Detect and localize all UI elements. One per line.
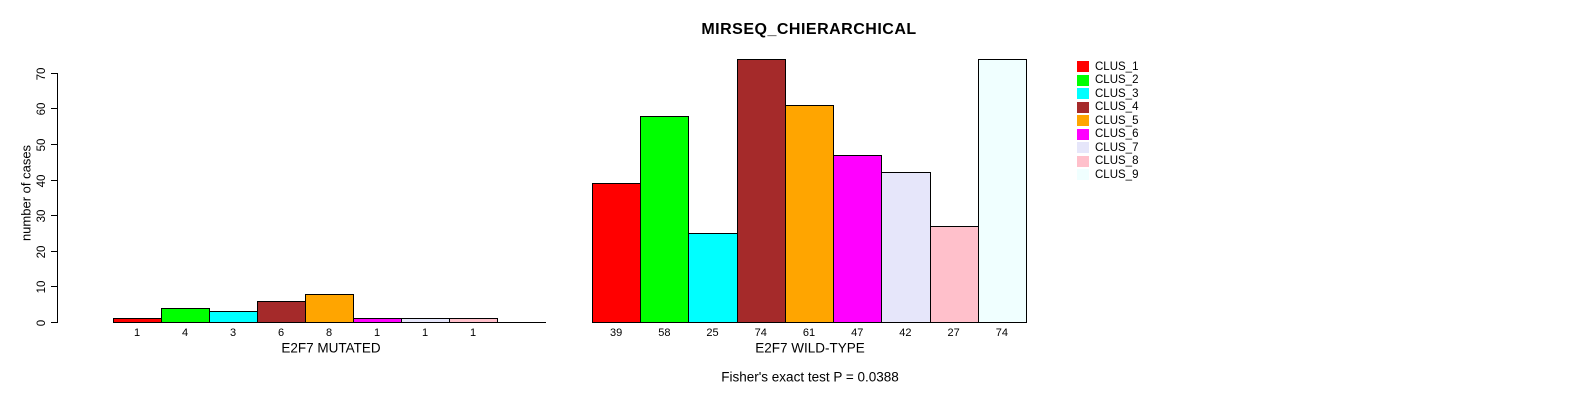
legend: CLUS_1 CLUS_2 CLUS_3 CLUS_4 CLUS_5 CLUS_6 CLUS… (1077, 60, 1138, 182)
bar-count-label: 1 (421, 327, 429, 339)
bar-clus_1 (113, 318, 162, 323)
y-tick-mark (51, 108, 57, 109)
y-tick-mark (51, 180, 57, 181)
bar-clus_5 (785, 105, 834, 323)
bar-count-label: 27 (947, 327, 960, 339)
legend-row-clus_8: CLUS_8 (1077, 155, 1138, 169)
bar-count-label: 42 (899, 327, 912, 339)
bar-clus_9 (978, 59, 1027, 323)
legend-row-clus_3: CLUS_3 (1077, 87, 1138, 101)
legend-swatch-icon (1077, 155, 1089, 167)
x-axis-label-wild-type: E2F7 WILD-TYPE (755, 340, 865, 356)
legend-swatch-icon (1077, 101, 1089, 113)
legend-row-clus_6: CLUS_6 (1077, 128, 1138, 142)
bar-count-label: 1 (133, 327, 141, 339)
y-tick-mark (51, 215, 57, 216)
bar-clus_7 (881, 172, 931, 323)
legend-label: CLUS_5 (1095, 114, 1139, 127)
legend-label: CLUS_4 (1095, 101, 1139, 114)
legend-swatch-icon (1077, 128, 1089, 140)
legend-label: CLUS_7 (1095, 141, 1139, 154)
legend-swatch-icon (1077, 115, 1089, 127)
y-tick-label: 40 (36, 174, 48, 187)
legend-swatch-icon (1077, 169, 1089, 181)
bar-count-label: 39 (609, 327, 623, 339)
y-tick-mark (51, 144, 57, 145)
legend-label: CLUS_3 (1095, 87, 1139, 100)
bar-clus_3 (688, 233, 738, 323)
bar-count-label: 74 (754, 327, 767, 339)
bar-clus_6 (833, 155, 882, 323)
legend-row-clus_4: CLUS_4 (1077, 101, 1138, 115)
fisher-test-annotation: Fisher's exact test P = 0.0388 (721, 369, 899, 385)
legend-label: CLUS_8 (1095, 155, 1139, 168)
legend-label: CLUS_9 (1095, 168, 1139, 181)
bar-clus_8 (930, 226, 979, 323)
bar-clus_2 (640, 116, 689, 323)
bar-clus_4 (737, 59, 786, 323)
bar-count-label: 1 (469, 327, 477, 339)
y-tick-label: 0 (36, 319, 48, 326)
bar-count-label: 25 (706, 327, 719, 339)
y-tick-label: 60 (36, 102, 48, 115)
y-tick-label: 30 (36, 209, 48, 222)
bar-count-label: 61 (802, 327, 816, 339)
bar-count-label: 8 (325, 327, 333, 339)
bar-clus_8 (449, 318, 498, 323)
legend-row-clus_2: CLUS_2 (1077, 74, 1138, 88)
y-tick-label: 10 (36, 280, 48, 293)
legend-swatch-icon (1077, 142, 1089, 154)
legend-label: CLUS_6 (1095, 128, 1139, 141)
bar-count-label: 6 (277, 327, 285, 339)
y-tick-mark (51, 73, 57, 74)
bar-clus_7 (401, 318, 450, 323)
bar-clus_6 (353, 318, 402, 323)
bar-clus_3 (209, 311, 258, 323)
y-tick-label: 50 (36, 138, 48, 151)
legend-row-clus_5: CLUS_5 (1077, 114, 1138, 128)
y-axis-line (57, 73, 58, 323)
bar-clus_2 (161, 308, 210, 323)
bar-count-label: 47 (851, 327, 864, 339)
legend-swatch-icon (1077, 61, 1089, 73)
bar-count-label: 1 (373, 327, 381, 339)
legend-label: CLUS_2 (1095, 74, 1139, 87)
legend-row-clus_9: CLUS_9 (1077, 168, 1138, 182)
bar-clus_1 (592, 183, 641, 323)
bar-count-label: 3 (229, 327, 237, 339)
chart-title: MIRSEQ_CHIERARCHICAL (701, 21, 917, 38)
legend-row-clus_1: CLUS_1 (1077, 60, 1138, 74)
bar-count-label: 4 (181, 327, 189, 339)
x-axis-label-mutated: E2F7 MUTATED (281, 340, 381, 356)
y-tick-mark (51, 286, 57, 287)
y-tick-mark (51, 251, 57, 252)
bar-count-label: 74 (995, 327, 1008, 339)
legend-swatch-icon (1077, 74, 1089, 86)
legend-row-clus_7: CLUS_7 (1077, 141, 1138, 155)
bar-clus_5 (305, 294, 354, 323)
y-tick-mark (51, 322, 57, 323)
y-axis-label: number of cases (18, 144, 34, 242)
y-tick-label: 20 (36, 245, 48, 258)
bar-clus_4 (257, 301, 306, 323)
bar-count-label: 58 (658, 327, 671, 339)
legend-swatch-icon (1077, 88, 1089, 100)
legend-label: CLUS_1 (1095, 60, 1139, 73)
y-tick-label: 70 (36, 67, 48, 80)
